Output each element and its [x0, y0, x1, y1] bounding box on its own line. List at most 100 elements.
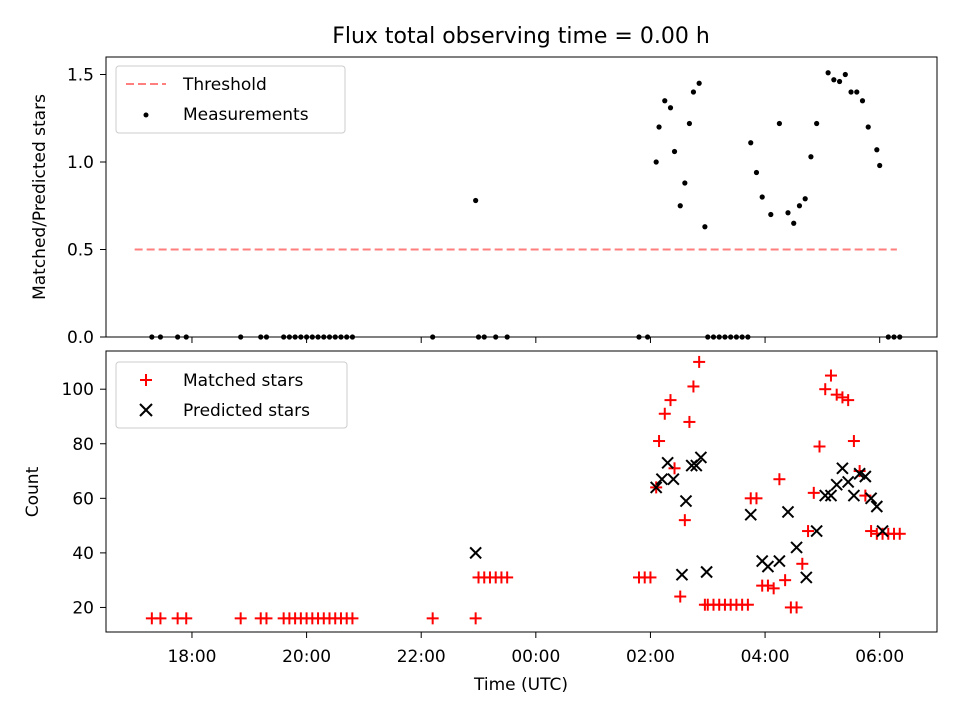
- matched-star-point: [469, 612, 482, 625]
- measurement-point: [263, 334, 270, 340]
- measurement-point: [865, 124, 871, 130]
- matched-star-point: [865, 525, 878, 538]
- matched-star-point: [893, 527, 906, 540]
- predicted-star-point: [661, 456, 674, 470]
- measurement-point: [326, 334, 333, 340]
- measurement-point: [281, 334, 287, 340]
- measurement-point: [710, 334, 717, 340]
- predicted-star-point: [744, 508, 757, 521]
- predicted-star-point: [824, 489, 838, 502]
- measurement-point: [705, 334, 711, 340]
- top-y-tick-label: 1.5: [67, 66, 94, 86]
- bottom-y-tick-label: 80: [72, 435, 94, 455]
- measurement-point: [842, 71, 848, 78]
- measurement-point: [854, 89, 860, 95]
- measurement-point: [745, 334, 751, 340]
- bottom-panel: 20 40 60 80 100 18:00 20:00 22:00 00:00 02:00 04:…: [23, 337, 938, 695]
- measurement-point: [338, 334, 344, 340]
- predicted-star-point: [864, 492, 878, 505]
- predicted-star-point: [870, 500, 884, 513]
- matched-star-point: [773, 473, 786, 486]
- measurement-point: [733, 334, 740, 340]
- measurement-point: [748, 140, 754, 146]
- x-axis-label: Time (UTC): [473, 675, 568, 695]
- measurement-point: [753, 169, 760, 176]
- predicted-star-point: [876, 524, 889, 538]
- measurement-point: [802, 196, 808, 202]
- predicted-star-point: [761, 560, 775, 573]
- measurement-point: [473, 197, 479, 204]
- matched-star-point: [678, 514, 691, 527]
- measurement-point: [332, 334, 338, 340]
- predicted-star-point: [655, 473, 669, 486]
- measurement-point: [814, 120, 820, 127]
- matched-star-point: [790, 601, 803, 614]
- bottom-y-tick-label: 20: [72, 598, 94, 618]
- measurement-point: [656, 124, 662, 130]
- measurement-point: [315, 334, 321, 340]
- measurements-legend-swatch: [143, 112, 149, 118]
- predicted-star-point: [700, 565, 713, 579]
- measurement-point: [667, 105, 674, 111]
- measurement-point: [644, 334, 651, 340]
- measurement-points: [149, 70, 903, 340]
- bottom-y-tick-label: 100: [62, 380, 94, 400]
- predicted-stars-points: [469, 451, 889, 584]
- matched-star-point: [501, 571, 514, 584]
- measurement-point: [836, 78, 843, 85]
- x-ticks: 18:00 20:00 22:00 00:00 02:00 04:00 06:00: [167, 337, 904, 667]
- bottom-y-tick-label: 40: [72, 544, 94, 564]
- measurement-point: [759, 194, 765, 200]
- top-y-axis-label: Matched/Predicted stars: [30, 94, 50, 300]
- matched-star-point: [741, 598, 754, 611]
- matched-star-point: [824, 369, 837, 382]
- matched-star-point: [653, 435, 666, 448]
- predicted-star-point: [694, 451, 708, 464]
- matched-star-point: [750, 492, 763, 505]
- bottom-y-tick-label: 60: [72, 489, 94, 509]
- measurement-point: [671, 148, 678, 155]
- matched-star-point: [346, 612, 359, 625]
- chart-title: Flux total observing time = 0.00 h: [332, 24, 710, 49]
- predicted-star-point: [781, 505, 795, 519]
- measurement-point: [722, 334, 728, 340]
- matched-star-point: [687, 380, 700, 393]
- bottom-legend-box: [115, 361, 348, 429]
- measurement-point: [677, 203, 683, 209]
- top-y-tick-label: 0.5: [67, 241, 94, 261]
- x-tick-label: 00:00: [511, 647, 560, 667]
- matched-star-point: [819, 383, 832, 396]
- matched-star-point: [154, 612, 167, 625]
- measurement-point: [874, 147, 880, 153]
- measurement-point: [682, 180, 688, 186]
- measurement-point: [344, 334, 350, 340]
- predicted-star-point: [830, 478, 843, 491]
- measurement-point: [702, 224, 708, 230]
- matched-star-point: [664, 394, 677, 407]
- predicted-star-point: [790, 541, 803, 554]
- predicted-star-point: [690, 459, 703, 472]
- measurement-point: [776, 120, 782, 127]
- matched-star-point: [658, 407, 671, 420]
- matched-star-point: [796, 557, 809, 570]
- measurement-point: [686, 120, 693, 127]
- measurement-point: [825, 70, 831, 76]
- predicted-star-point: [859, 470, 872, 483]
- top-y-tick-label: 0.0: [67, 328, 94, 348]
- measurement-point: [149, 334, 155, 340]
- measurement-point: [504, 334, 510, 340]
- measurement-point: [292, 334, 298, 340]
- predicted-legend-label: Predicted stars: [183, 401, 310, 421]
- measurement-point: [238, 334, 244, 340]
- measurement-point: [309, 334, 315, 340]
- measurement-point: [848, 89, 854, 95]
- measurement-point: [785, 210, 791, 216]
- measurement-point: [897, 334, 903, 340]
- measurement-point: [728, 334, 734, 340]
- matched-star-point: [761, 579, 774, 592]
- matched-star-point: [426, 612, 439, 625]
- measurements-legend-label: Measurements: [183, 105, 309, 125]
- measurement-point: [481, 334, 487, 340]
- measurement-point: [831, 77, 837, 83]
- x-tick-label: 18:00: [167, 647, 216, 667]
